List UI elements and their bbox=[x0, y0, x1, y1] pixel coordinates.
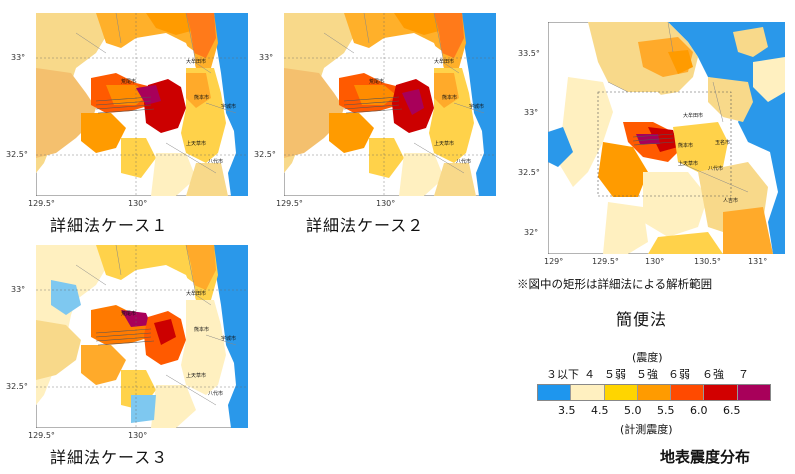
city-label: 熊本市 bbox=[194, 326, 209, 333]
legend-top-title: (震度) bbox=[632, 351, 663, 364]
caption-case-2: 詳細法ケース２ bbox=[306, 216, 425, 235]
x-tick: 129.5° bbox=[592, 257, 619, 266]
y-tick: 33.5° bbox=[518, 49, 540, 58]
x-tick: 130.5° bbox=[694, 257, 721, 266]
analysis-note: ※図中の矩形は詳細法による解析範囲 bbox=[517, 277, 713, 291]
map-case-2: 大牟田市 熊本市 八代市 上天草市 荒尾市 宇城市 33° 32.5° 129.… bbox=[254, 13, 496, 208]
x-tick: 129.5° bbox=[276, 199, 303, 208]
legend-swatch bbox=[703, 385, 737, 400]
legend-swatch bbox=[538, 385, 571, 400]
legend-bottom-label: 6.5 bbox=[723, 404, 741, 417]
city-label: 人吉市 bbox=[723, 197, 738, 204]
city-label: 上天草市 bbox=[186, 140, 206, 147]
caption-simple: 簡便法 bbox=[616, 310, 668, 329]
legend-top-label: ７ bbox=[738, 368, 749, 381]
legend-swatch bbox=[570, 385, 604, 400]
x-tick: 130° bbox=[645, 257, 665, 266]
legend-top-label: ３以下 bbox=[546, 368, 579, 381]
city-label: 大牟田市 bbox=[434, 58, 454, 65]
x-tick: 131° bbox=[748, 257, 768, 266]
y-tick: 32.5° bbox=[254, 150, 276, 159]
x-tick: 130° bbox=[376, 199, 396, 208]
legend-top-label: ４ bbox=[584, 368, 595, 381]
city-label: 荒尾市 bbox=[121, 310, 136, 317]
analysis-rectangle bbox=[597, 91, 732, 197]
legend-bottom-label: 3.5 bbox=[558, 404, 576, 417]
y-tick: 33° bbox=[524, 108, 539, 117]
legend-bottom-label: 5.0 bbox=[624, 404, 642, 417]
map-case-3-canvas: 大牟田市 熊本市 八代市 上天草市 荒尾市 宇城市 bbox=[36, 245, 248, 428]
city-label: 八代市 bbox=[208, 158, 223, 165]
city-label: 上天草市 bbox=[434, 140, 454, 147]
y-tick: 32.5° bbox=[518, 168, 540, 177]
y-tick: 32° bbox=[524, 228, 539, 237]
legend-swatch bbox=[670, 385, 704, 400]
legend-bottom-label: 4.5 bbox=[591, 404, 609, 417]
caption-case-1: 詳細法ケース１ bbox=[50, 216, 169, 235]
city-label: 八代市 bbox=[708, 165, 723, 172]
city-label: 宇城市 bbox=[221, 335, 236, 342]
map-simple: 大牟田市 熊本市 八代市 上天草市 玉名市 人吉市 33.5° 33° 32.5… bbox=[518, 22, 785, 266]
legend-swatch bbox=[736, 385, 770, 400]
city-label: 八代市 bbox=[208, 390, 223, 397]
city-label: 上天草市 bbox=[678, 160, 698, 167]
x-tick: 130° bbox=[128, 199, 148, 208]
city-label: 大牟田市 bbox=[683, 112, 703, 119]
map-case-2-canvas: 大牟田市 熊本市 八代市 上天草市 荒尾市 宇城市 bbox=[284, 13, 496, 196]
city-label: 宇城市 bbox=[221, 103, 236, 110]
city-label: 玉名市 bbox=[715, 139, 730, 146]
legend-bottom-label: 6.0 bbox=[690, 404, 708, 417]
city-label: 上天草市 bbox=[186, 372, 206, 379]
x-tick: 130° bbox=[128, 431, 148, 440]
figure-title: 地表震度分布 bbox=[660, 448, 751, 466]
caption-case-3: 詳細法ケース３ bbox=[50, 448, 169, 467]
city-label: 熊本市 bbox=[442, 94, 457, 101]
map-case-1-canvas: 大牟田市 熊本市 八代市 上天草市 荒尾市 宇城市 bbox=[36, 13, 248, 196]
y-tick: 33° bbox=[11, 53, 26, 62]
y-tick: 32.5° bbox=[6, 150, 28, 159]
y-tick: 32.5° bbox=[6, 382, 28, 391]
legend-bottom-title: (計測震度) bbox=[620, 423, 673, 436]
city-label: 宇城市 bbox=[469, 103, 484, 110]
legend-color-bar bbox=[537, 384, 771, 401]
map-case-1: 大牟田市 熊本市 八代市 上天草市 荒尾市 宇城市 33° 32.5° 129.… bbox=[6, 13, 248, 208]
map-case-3: 大牟田市 熊本市 八代市 上天草市 荒尾市 宇城市 33° 32.5° 129.… bbox=[6, 245, 248, 440]
city-label: 大牟田市 bbox=[186, 58, 206, 65]
city-label: 八代市 bbox=[456, 158, 471, 165]
y-tick: 33° bbox=[259, 53, 274, 62]
city-label: 荒尾市 bbox=[369, 78, 384, 85]
city-label: 大牟田市 bbox=[186, 290, 206, 297]
x-tick: 129.5° bbox=[28, 199, 55, 208]
x-tick: 129.5° bbox=[28, 431, 55, 440]
x-tick: 129° bbox=[544, 257, 564, 266]
legend-bottom-label: 5.5 bbox=[657, 404, 675, 417]
legend-top-label: ５弱 bbox=[604, 368, 626, 381]
legend-swatch bbox=[636, 385, 671, 400]
legend-top-label: ６強 bbox=[702, 368, 724, 381]
city-label: 荒尾市 bbox=[121, 78, 136, 85]
legend-top-label: ６弱 bbox=[668, 368, 690, 381]
legend-top-label: ５強 bbox=[636, 368, 658, 381]
map-simple-canvas: 大牟田市 熊本市 八代市 上天草市 玉名市 人吉市 bbox=[548, 22, 785, 254]
y-tick: 33° bbox=[11, 285, 26, 294]
city-label: 熊本市 bbox=[194, 94, 209, 101]
legend-swatch bbox=[603, 385, 637, 400]
city-label: 熊本市 bbox=[678, 142, 693, 149]
